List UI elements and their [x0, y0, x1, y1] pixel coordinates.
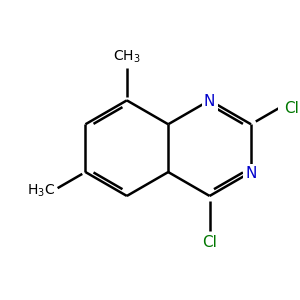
- Text: N: N: [245, 166, 257, 181]
- Text: CH$_3$: CH$_3$: [113, 49, 141, 65]
- Text: N: N: [204, 94, 215, 110]
- Text: Cl: Cl: [202, 235, 217, 250]
- Text: H$_3$C: H$_3$C: [27, 182, 55, 199]
- Text: Cl: Cl: [284, 101, 299, 116]
